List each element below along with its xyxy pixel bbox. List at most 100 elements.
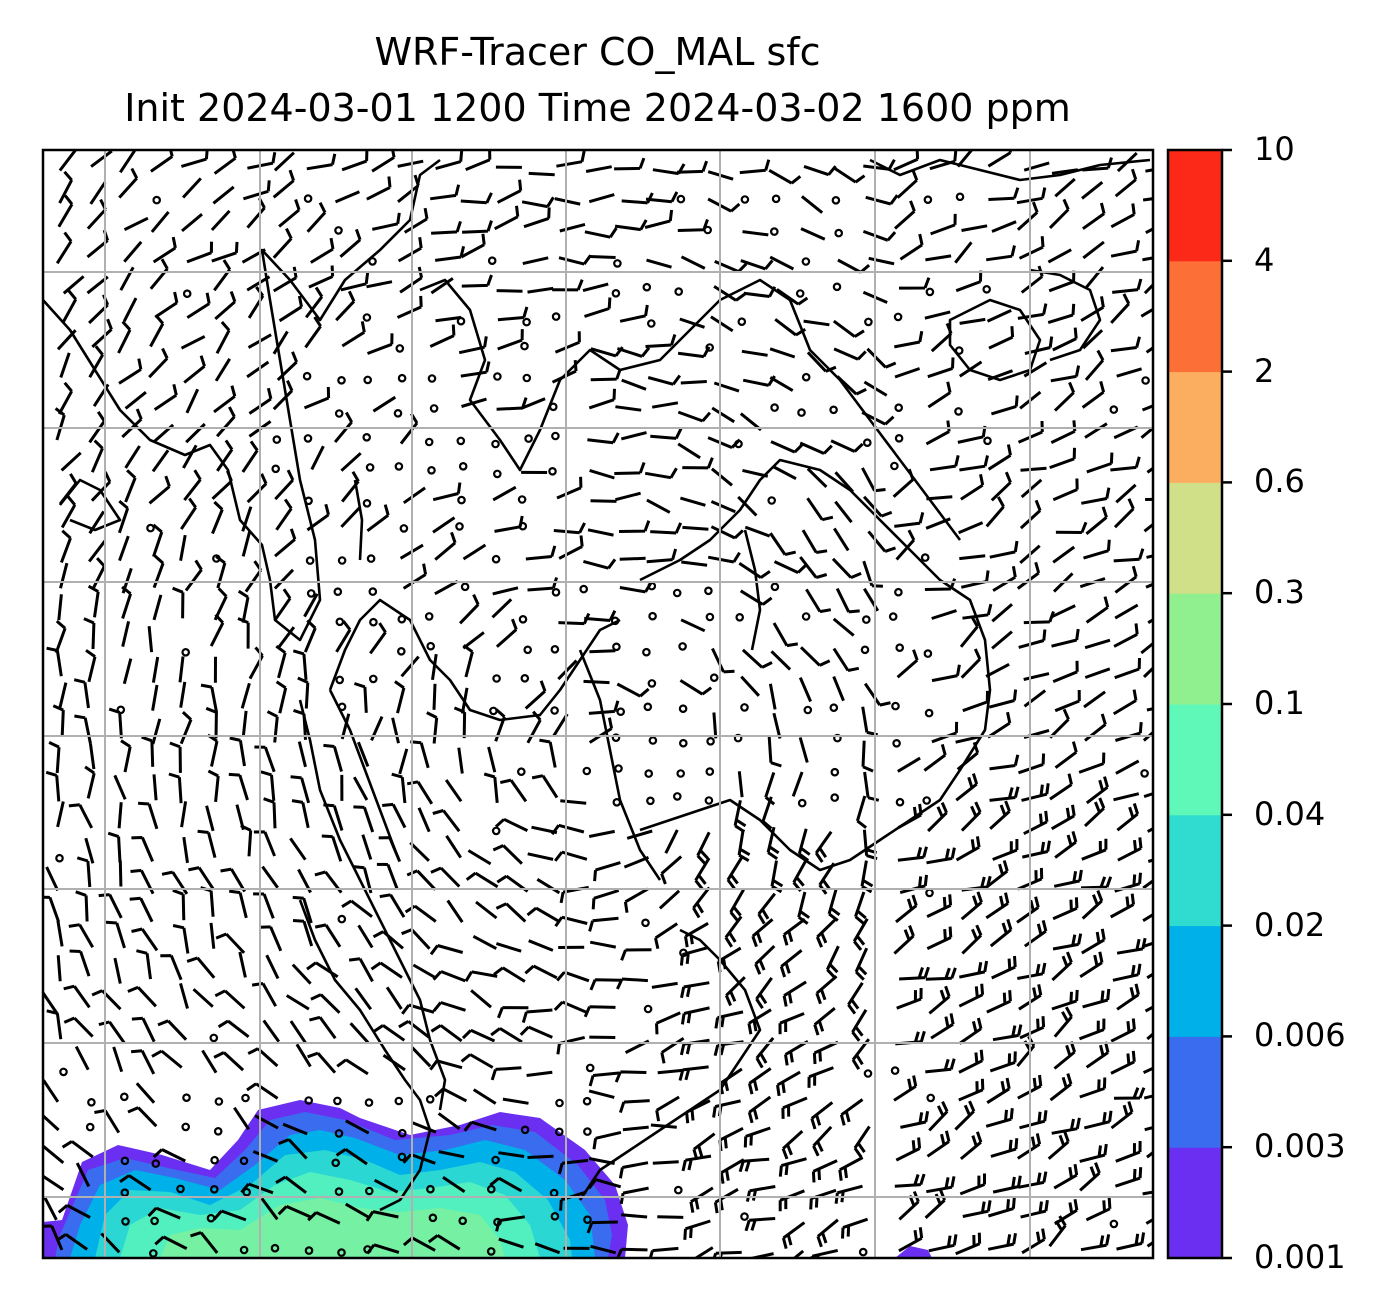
wind-barb xyxy=(314,923,342,948)
wind-barb xyxy=(553,1000,587,1014)
calm-wind-marker xyxy=(613,259,622,268)
wind-barb xyxy=(738,1157,770,1173)
wind-barb xyxy=(127,1106,158,1128)
calm-wind-marker xyxy=(270,1243,280,1253)
wind-barb xyxy=(483,772,499,804)
wind-barb xyxy=(618,520,651,533)
wind-barb xyxy=(724,976,746,1007)
wind-barb xyxy=(645,191,679,204)
map-title-line2: Init 2024-03-01 1200 Time 2024-03-02 160… xyxy=(124,86,1071,130)
wind-barb xyxy=(925,967,957,981)
wind-barb xyxy=(737,829,751,862)
wind-barb xyxy=(497,329,524,351)
wind-barb xyxy=(1023,920,1048,948)
wind-barb xyxy=(791,771,804,797)
calm-wind-marker xyxy=(704,586,713,596)
wind-barb xyxy=(959,960,989,979)
calm-wind-marker xyxy=(516,767,526,777)
wind-barb xyxy=(781,1129,804,1160)
wind-barb xyxy=(1085,506,1108,535)
wind-barb xyxy=(273,151,295,172)
wind-barb xyxy=(719,1158,745,1184)
wind-barb xyxy=(959,554,986,561)
wind-barb xyxy=(1109,893,1135,919)
wind-barb xyxy=(1050,804,1076,831)
calm-wind-marker xyxy=(458,461,468,471)
wind-barb xyxy=(526,1070,553,1077)
wind-barb xyxy=(121,585,133,619)
wind-barb xyxy=(1142,1066,1153,1074)
calm-wind-marker xyxy=(210,1185,219,1194)
calm-wind-marker xyxy=(612,642,621,652)
wind-barb xyxy=(1110,1101,1134,1130)
wind-barb xyxy=(660,855,683,885)
wind-barb xyxy=(747,1252,774,1258)
calm-wind-marker xyxy=(672,588,682,598)
wind-barb xyxy=(1053,869,1083,888)
wind-barb xyxy=(827,888,841,922)
calm-wind-marker xyxy=(517,495,527,504)
calm-wind-marker xyxy=(709,673,719,683)
wind-barb xyxy=(755,977,773,1010)
calm-wind-marker xyxy=(705,612,715,622)
wind-barb xyxy=(56,801,65,828)
wind-barb xyxy=(588,916,619,932)
wind-barb xyxy=(655,1095,680,1122)
wind-barb xyxy=(266,710,279,743)
wind-barb xyxy=(136,949,152,980)
wind-barb xyxy=(354,987,373,1011)
colorbar-tick-label: 0.003 xyxy=(1254,1127,1346,1166)
wind-barb xyxy=(1083,539,1111,560)
wind-barb xyxy=(958,521,984,535)
calm-wind-marker xyxy=(672,792,682,801)
wind-barb xyxy=(960,891,983,921)
wind-barb xyxy=(247,152,277,170)
wind-barb xyxy=(252,1150,279,1163)
wind-barb xyxy=(680,1006,710,1025)
wind-barb xyxy=(960,474,985,501)
calm-wind-marker xyxy=(982,284,992,294)
wind-barb xyxy=(461,1028,496,1043)
wind-barb xyxy=(774,318,807,337)
wind-barb xyxy=(340,506,361,528)
wind-barb xyxy=(262,1019,281,1043)
wind-barb xyxy=(552,279,584,292)
calm-wind-marker xyxy=(705,343,715,352)
wind-barb xyxy=(900,1110,930,1129)
wind-barb xyxy=(1023,161,1050,172)
wind-barb xyxy=(585,165,612,173)
calm-wind-marker xyxy=(801,612,811,621)
wind-barb xyxy=(344,1202,369,1219)
wind-barb xyxy=(272,330,289,355)
wind-barb xyxy=(152,236,177,264)
colorbar-segment xyxy=(1168,925,1222,1037)
wind-barb xyxy=(1085,1041,1110,1069)
wind-barb xyxy=(931,664,961,683)
wind-barb xyxy=(987,711,1012,739)
wind-barb xyxy=(341,150,369,172)
wind-barb xyxy=(835,587,860,614)
calm-wind-marker xyxy=(550,1212,560,1221)
wind-barb xyxy=(98,893,123,919)
wind-barb xyxy=(1081,381,1106,409)
wind-barb xyxy=(1019,1016,1046,1040)
wind-barb xyxy=(528,171,555,177)
calm-wind-marker xyxy=(522,317,531,327)
wind-barb xyxy=(560,799,587,805)
wind-barb xyxy=(123,240,143,263)
wind-barb xyxy=(931,609,957,620)
wind-barb xyxy=(502,1097,529,1105)
wind-barb xyxy=(213,1209,247,1222)
wind-barb xyxy=(583,679,610,685)
calm-wind-marker xyxy=(427,465,436,475)
wind-barb xyxy=(205,706,218,739)
wind-barb xyxy=(209,613,225,647)
wind-barb xyxy=(861,740,874,773)
wind-barb xyxy=(1018,629,1047,649)
wind-barb xyxy=(119,150,136,174)
wind-barb xyxy=(929,455,960,472)
wind-barb xyxy=(1051,1117,1081,1135)
wind-barb xyxy=(297,741,307,768)
wind-barb xyxy=(588,1089,615,1099)
wind-barb xyxy=(619,581,653,594)
